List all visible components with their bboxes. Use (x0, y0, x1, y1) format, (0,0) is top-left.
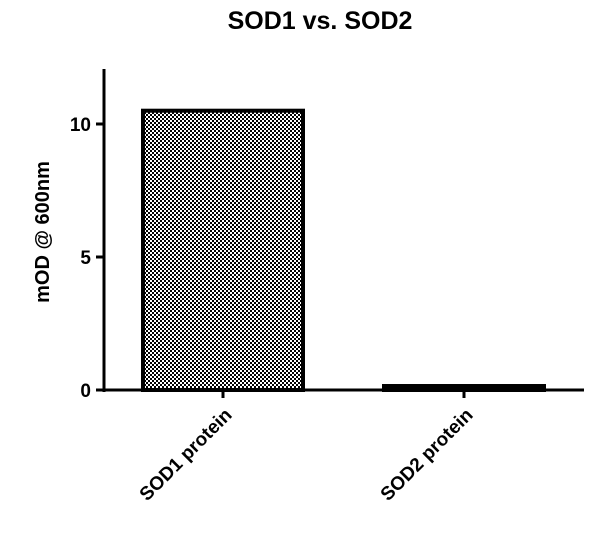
y-tick-label-0: 0 (80, 381, 91, 402)
bar-1 (141, 108, 305, 392)
x-category-labels: SOD1 protein SOD2 protein (136, 405, 478, 506)
y-tick-label-5: 5 (80, 248, 91, 269)
bars-group (141, 108, 546, 393)
x-category-label-1: SOD1 protein (136, 405, 237, 506)
chart-title: SOD1 vs. SOD2 (228, 7, 413, 35)
y-tick-label-10: 10 (70, 115, 91, 136)
y-axis-label: mOD @ 600nm (32, 161, 54, 303)
y-ticks-group: 0 5 10 (70, 115, 104, 402)
x-category-label-2: SOD2 protein (377, 405, 478, 506)
